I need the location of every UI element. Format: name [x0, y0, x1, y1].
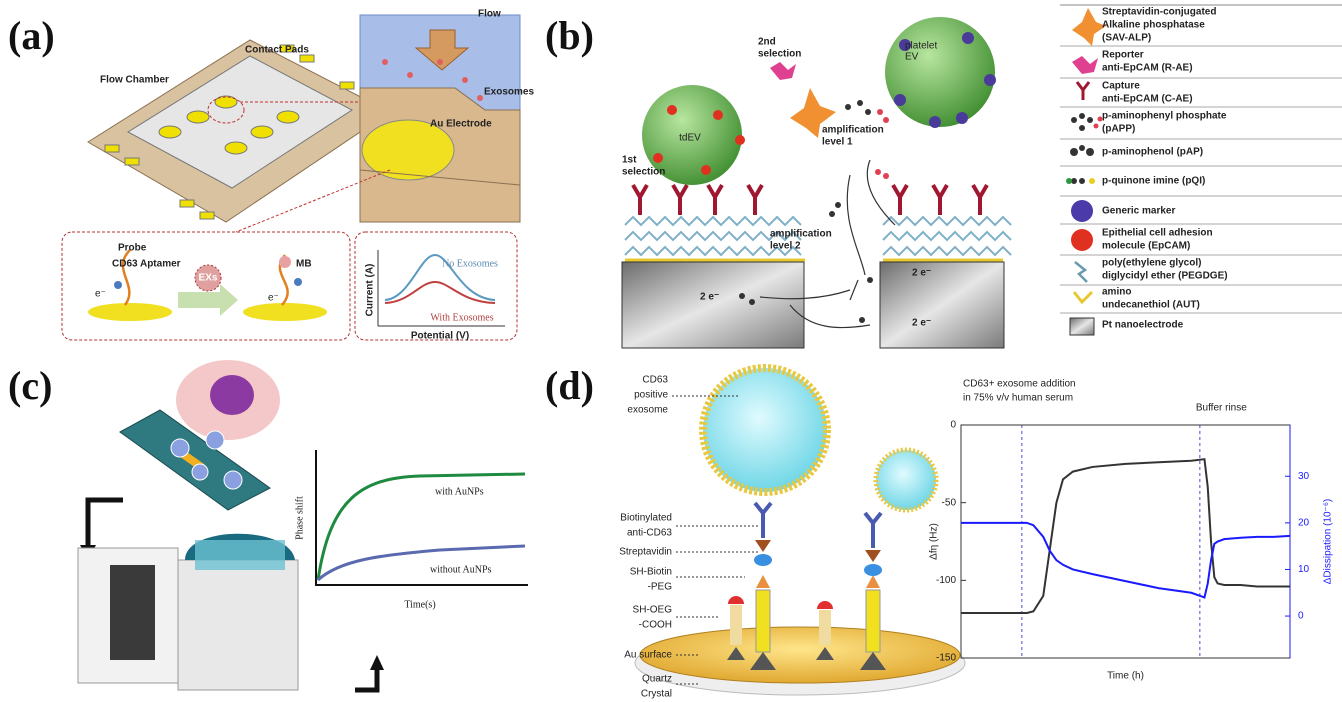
- y-tick-label: 0: [950, 420, 956, 431]
- label: EXs: [199, 273, 218, 284]
- label: 1st: [622, 155, 637, 166]
- y2-axis-label: ΔDissipation (10⁻⁶): [1323, 499, 1334, 585]
- legend-label: p-quinone imine (pQI): [1102, 176, 1205, 187]
- y2-tick-label: 30: [1298, 471, 1310, 482]
- figure: (a) (b) (c) (d) Contact Pads Flow Chamber Flow…: [0, 0, 1342, 702]
- legend-label: Epithelial cell adhesion: [1102, 228, 1213, 239]
- label: 2 e⁻: [912, 318, 931, 329]
- legend-label: poly(ethylene glycol): [1102, 258, 1201, 269]
- label: selection: [622, 167, 665, 178]
- annotation: CD63+ exosome addition: [963, 379, 1076, 390]
- label: Streptavidin: [619, 547, 672, 558]
- label: Exosomes: [484, 87, 534, 98]
- label: positive: [634, 390, 668, 401]
- legend-label: Alkaline phosphatase: [1102, 20, 1205, 31]
- y-tick-label: -50: [942, 497, 957, 508]
- label: Au surface: [624, 650, 672, 661]
- label: Crystal: [641, 689, 672, 700]
- legend-label: Generic marker: [1102, 206, 1175, 217]
- label: 2nd: [758, 37, 776, 48]
- label: amplification: [822, 125, 884, 136]
- label: Flow Chamber: [100, 75, 169, 86]
- label: Contact Pads: [245, 45, 309, 56]
- label: Current (A): [365, 264, 376, 317]
- annotation: Buffer rinse: [1196, 403, 1247, 414]
- legend-label: undecanethiol (AUT): [1102, 300, 1200, 311]
- label: tdEV: [679, 133, 701, 144]
- label: Phase shift: [294, 496, 305, 540]
- legend-label: Reporter: [1102, 50, 1144, 61]
- label: CD63: [642, 375, 668, 386]
- annotation: in 75% v/v human serum: [963, 393, 1073, 404]
- panel-label: (b): [545, 13, 594, 58]
- legend-label: p-aminophenyl phosphate: [1102, 111, 1227, 122]
- plot-frame: [961, 425, 1290, 658]
- label: amplification: [770, 229, 832, 240]
- legend-label: Capture: [1102, 81, 1140, 92]
- series-line: [961, 523, 1290, 598]
- label: e⁻: [268, 293, 279, 304]
- y2-tick-label: 0: [1298, 611, 1304, 622]
- label: Time(s): [404, 599, 435, 610]
- label: MB: [296, 259, 312, 270]
- legend-label: p-aminophenol (pAP): [1102, 147, 1203, 158]
- label: without AuNPs: [430, 564, 492, 575]
- y-tick-label: -150: [936, 653, 956, 664]
- legend-label: anti-EpCAM (R-AE): [1102, 63, 1193, 74]
- label: exosome: [627, 405, 668, 416]
- y2-tick-label: 20: [1298, 518, 1310, 529]
- panel-d-art: [635, 368, 965, 695]
- label: With Exosomes: [430, 312, 493, 323]
- legend-label: diglycidyl ether (PEGDGE): [1102, 271, 1228, 282]
- legend-label: molecule (EpCAM): [1102, 241, 1190, 252]
- label: SH-OEG: [633, 605, 673, 616]
- label: -COOH: [639, 620, 672, 631]
- y2-tick-label: 10: [1298, 564, 1310, 575]
- legend-label: anti-EpCAM (C-AE): [1102, 94, 1193, 105]
- panel-a-art: [62, 15, 520, 340]
- panel-b-art: [622, 5, 1342, 348]
- label: SH-Biotin: [630, 567, 672, 578]
- label: Probe: [118, 243, 147, 254]
- label: Flow: [478, 9, 501, 20]
- label: level 1: [822, 137, 853, 148]
- label: selection: [758, 49, 801, 60]
- x-axis-label: Time (h): [1107, 671, 1144, 682]
- label: CD63 Aptamer: [112, 259, 181, 270]
- legend-label: amino: [1102, 287, 1131, 298]
- label: e⁻: [95, 289, 106, 300]
- series-line: [961, 459, 1290, 613]
- panel-label: (c): [8, 363, 52, 408]
- label: platelet: [905, 41, 937, 52]
- label: Potential (V): [411, 331, 469, 342]
- label: No Exosomes: [442, 258, 498, 269]
- legend-label: Streptavidin-conjugated: [1102, 7, 1216, 18]
- panel-label: (a): [8, 13, 55, 58]
- label: 2 e⁻: [912, 268, 931, 279]
- label: Au Electrode: [430, 119, 492, 130]
- legend-label: (SAV-ALP): [1102, 33, 1151, 44]
- label: EV: [905, 51, 919, 62]
- y-axis-label: Δfη (Hz): [929, 523, 940, 560]
- label: Biotinylated: [620, 513, 672, 524]
- label: level 2: [770, 241, 801, 252]
- y-tick-label: -100: [936, 575, 956, 586]
- label: -PEG: [648, 582, 673, 593]
- label: 2 e⁻: [700, 292, 719, 303]
- label: anti-CD63: [627, 528, 672, 539]
- label: Quartz: [642, 674, 672, 685]
- panel-label: (d): [545, 363, 594, 408]
- legend-label: Pt nanoelectrode: [1102, 320, 1184, 331]
- label: with AuNPs: [435, 486, 484, 497]
- legend-label: (pAPP): [1102, 124, 1135, 135]
